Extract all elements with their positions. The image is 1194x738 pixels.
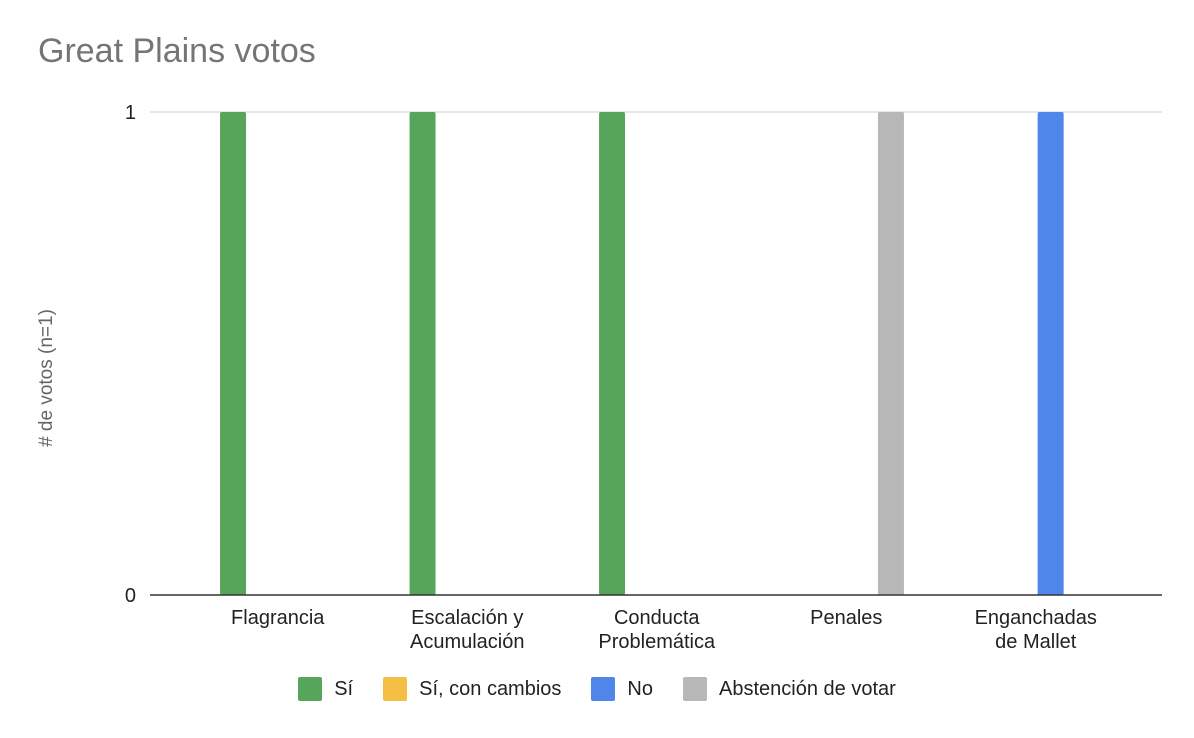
legend: Sí Sí, con cambios No Abstención de votar [0, 677, 1194, 701]
y-tick-label: 1 [125, 102, 136, 124]
x-tick-label: de Mallet [995, 631, 1077, 653]
legend-swatch [683, 677, 707, 701]
legend-item: Sí [298, 677, 353, 701]
legend-item: No [591, 677, 653, 701]
x-tick-label: Escalación y [411, 607, 523, 629]
bar [220, 112, 247, 595]
chart-title: Great Plains votos [38, 32, 316, 70]
legend-item: Abstención de votar [683, 677, 896, 701]
x-tick-label: Acumulación [410, 631, 525, 653]
legend-swatch [383, 677, 408, 701]
bar [599, 112, 626, 595]
legend-swatch [298, 677, 323, 701]
legend-label: Sí, con cambios [419, 677, 562, 700]
bar [409, 112, 436, 595]
x-tick-label: Penales [810, 607, 882, 629]
legend-label: Abstención de votar [719, 677, 896, 700]
x-tick-label: Conducta [614, 607, 700, 629]
legend-label: Sí [334, 677, 354, 700]
y-tick-label: 0 [125, 585, 136, 607]
x-tick-label: Flagrancia [231, 607, 325, 629]
x-tick-label: Enganchadas [975, 607, 1097, 629]
legend-label: No [627, 677, 653, 700]
legend-swatch [591, 677, 616, 701]
bar [1037, 112, 1064, 595]
bar [877, 112, 904, 595]
legend-item: Sí, con cambios [383, 677, 561, 701]
x-tick-label: Problemática [598, 631, 716, 653]
